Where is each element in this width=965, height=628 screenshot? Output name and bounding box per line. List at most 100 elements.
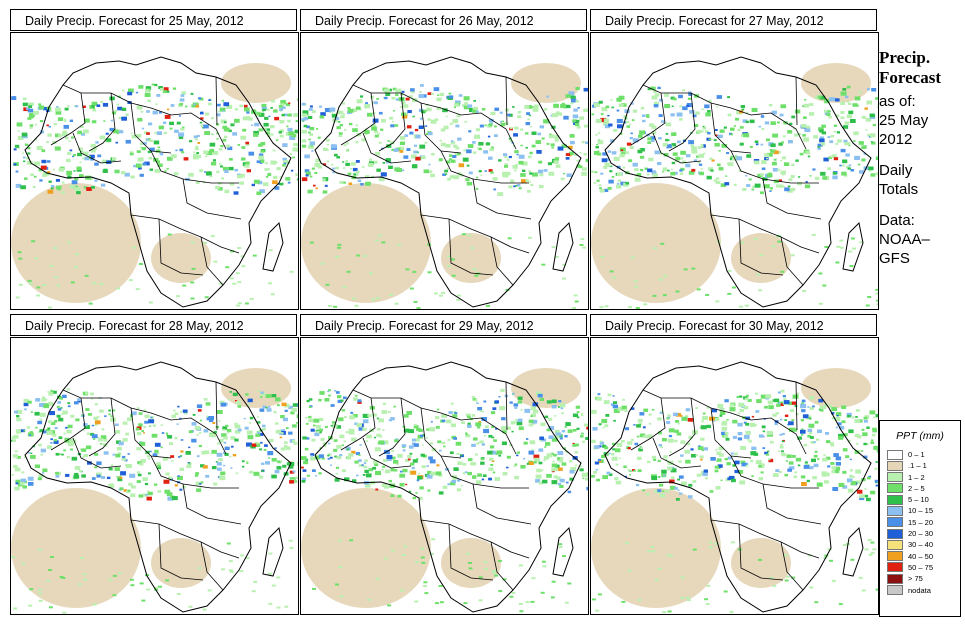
precip-cell (570, 95, 576, 100)
precip-cell (719, 129, 725, 133)
precip-cell (846, 478, 853, 483)
precip-cell (527, 236, 532, 239)
precip-cell (125, 432, 129, 436)
precip-cell (509, 140, 513, 143)
precip-cell (91, 397, 94, 400)
precip-cell (470, 462, 474, 466)
madagascar-outline (262, 526, 284, 577)
precip-cell (637, 419, 643, 423)
legend-item: 5 – 10 (887, 494, 960, 505)
precip-cell (869, 133, 876, 138)
precip-cell (723, 126, 727, 129)
precip-map[interactable] (10, 32, 299, 310)
precip-cell (474, 274, 479, 277)
precip-cell (413, 423, 417, 426)
precip-cell (633, 424, 636, 426)
precip-cell (136, 480, 141, 483)
precip-cell (405, 268, 410, 271)
precip-cell (194, 147, 199, 151)
precip-cell (538, 448, 544, 452)
precip-cell (136, 407, 140, 410)
country-border (182, 178, 242, 220)
precip-cell (667, 144, 672, 149)
precip-cell (557, 483, 562, 486)
precip-cell (518, 603, 523, 605)
precip-cell (50, 390, 54, 393)
dry-area (801, 368, 871, 408)
precip-cell (490, 411, 496, 415)
precip-cell (319, 105, 323, 108)
precip-cell (376, 98, 379, 100)
precip-cell (734, 469, 739, 474)
dry-area (151, 538, 211, 588)
precip-cell (825, 432, 829, 435)
precip-cell (23, 177, 28, 180)
precip-cell (551, 399, 557, 404)
precip-cell (610, 403, 615, 406)
precip-cell (42, 472, 45, 474)
precip-cell (841, 164, 845, 167)
precip-map[interactable] (300, 32, 589, 310)
precip-cell (458, 94, 463, 97)
precip-cell (392, 120, 395, 123)
precip-cell (406, 411, 412, 415)
precip-cell (191, 422, 197, 426)
precip-cell (548, 435, 554, 439)
panel-title: Daily Precip. Forecast for 29 May, 2012 (300, 314, 587, 336)
precip-cell (59, 396, 64, 400)
precip-cell (301, 177, 308, 182)
country-border (710, 102, 752, 154)
precip-cell (559, 437, 563, 440)
precip-cell (595, 146, 599, 149)
precip-cell (13, 163, 17, 166)
precip-cell (683, 268, 688, 271)
precip-cell (461, 421, 465, 424)
precip-cell (875, 97, 878, 100)
precip-cell (362, 427, 367, 431)
precip-cell (835, 470, 840, 474)
map-svg (301, 361, 588, 614)
precip-cell (120, 471, 126, 476)
precip-map[interactable] (590, 32, 879, 310)
precip-cell (753, 424, 757, 427)
totals-line-2: Totals (879, 181, 919, 198)
precip-cell (543, 119, 550, 124)
precip-map[interactable] (10, 337, 299, 615)
precip-cell (715, 180, 721, 185)
precip-map[interactable] (300, 337, 589, 615)
precip-cell (131, 246, 136, 249)
precip-cell (410, 470, 417, 475)
precip-cell (523, 457, 526, 460)
precip-cell (343, 396, 347, 400)
precip-cell (643, 408, 649, 412)
precip-cell (162, 90, 167, 94)
precip-map[interactable] (590, 337, 879, 615)
precip-cell (320, 112, 326, 116)
precip-cell (38, 105, 45, 110)
precip-cell (309, 241, 314, 244)
precip-cell (855, 416, 858, 418)
precip-cell (48, 420, 53, 424)
precip-cell (33, 161, 40, 166)
precip-cell (595, 609, 600, 612)
precip-cell (345, 142, 349, 145)
precip-cell (341, 409, 346, 412)
precip-cell (139, 146, 143, 149)
precip-cell (403, 545, 408, 548)
precip-cell (17, 130, 20, 132)
precip-cell (288, 102, 291, 104)
precip-cell (472, 475, 477, 479)
precip-cell (375, 297, 380, 300)
precip-cell (251, 590, 256, 593)
precip-cell (700, 168, 703, 170)
precip-cell (99, 409, 104, 413)
precip-cell (609, 270, 614, 273)
precip-cell (91, 105, 95, 108)
precip-cell (575, 87, 580, 90)
precip-cell (849, 469, 853, 472)
precip-cell (439, 92, 445, 96)
precip-cell (479, 124, 484, 128)
precip-cell (202, 465, 208, 469)
precip-cell (481, 417, 487, 421)
precip-cell (780, 104, 787, 109)
